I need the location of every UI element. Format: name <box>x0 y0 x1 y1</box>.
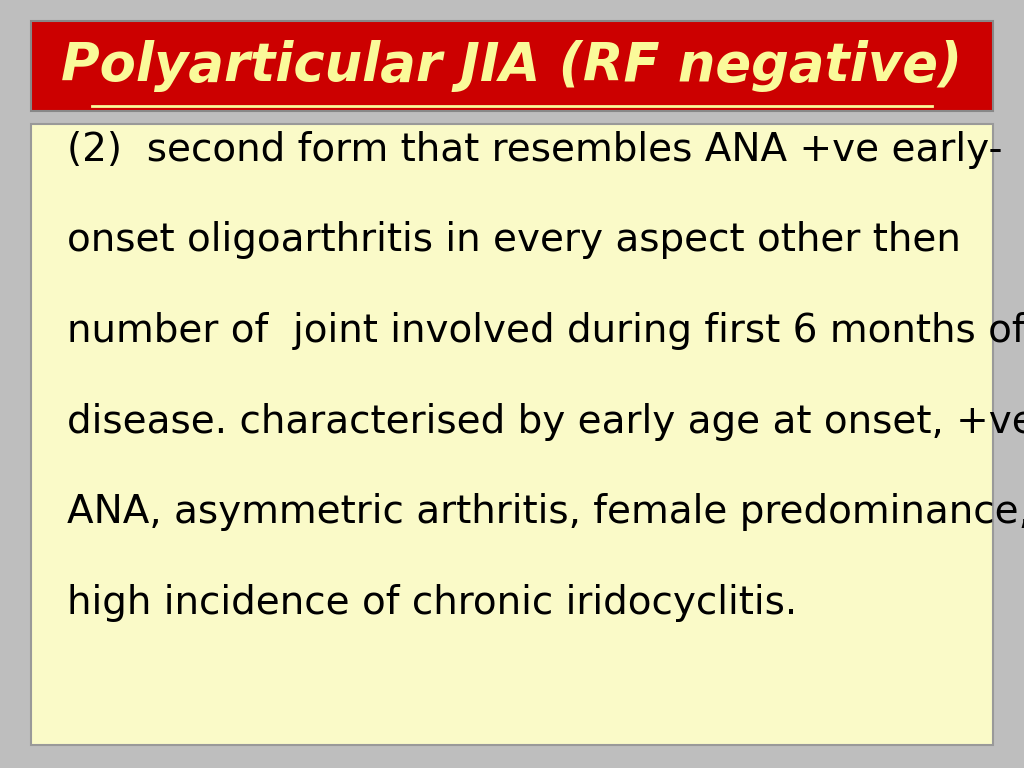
Text: high incidence of chronic iridocyclitis.: high incidence of chronic iridocyclitis. <box>67 584 797 622</box>
Text: (2)  second form that resembles ANA +ve early-: (2) second form that resembles ANA +ve e… <box>67 131 1002 169</box>
Text: Polyarticular JIA (RF negative): Polyarticular JIA (RF negative) <box>61 40 963 92</box>
Text: ANA, asymmetric arthritis, female predominance,: ANA, asymmetric arthritis, female predom… <box>67 493 1024 531</box>
Text: onset oligoarthritis in every aspect other then: onset oligoarthritis in every aspect oth… <box>67 221 961 260</box>
FancyBboxPatch shape <box>31 124 993 745</box>
Text: number of  joint involved during first 6 months of: number of joint involved during first 6 … <box>67 312 1024 350</box>
Text: disease. characterised by early age at onset, +ve: disease. characterised by early age at o… <box>67 402 1024 441</box>
FancyBboxPatch shape <box>31 21 993 111</box>
